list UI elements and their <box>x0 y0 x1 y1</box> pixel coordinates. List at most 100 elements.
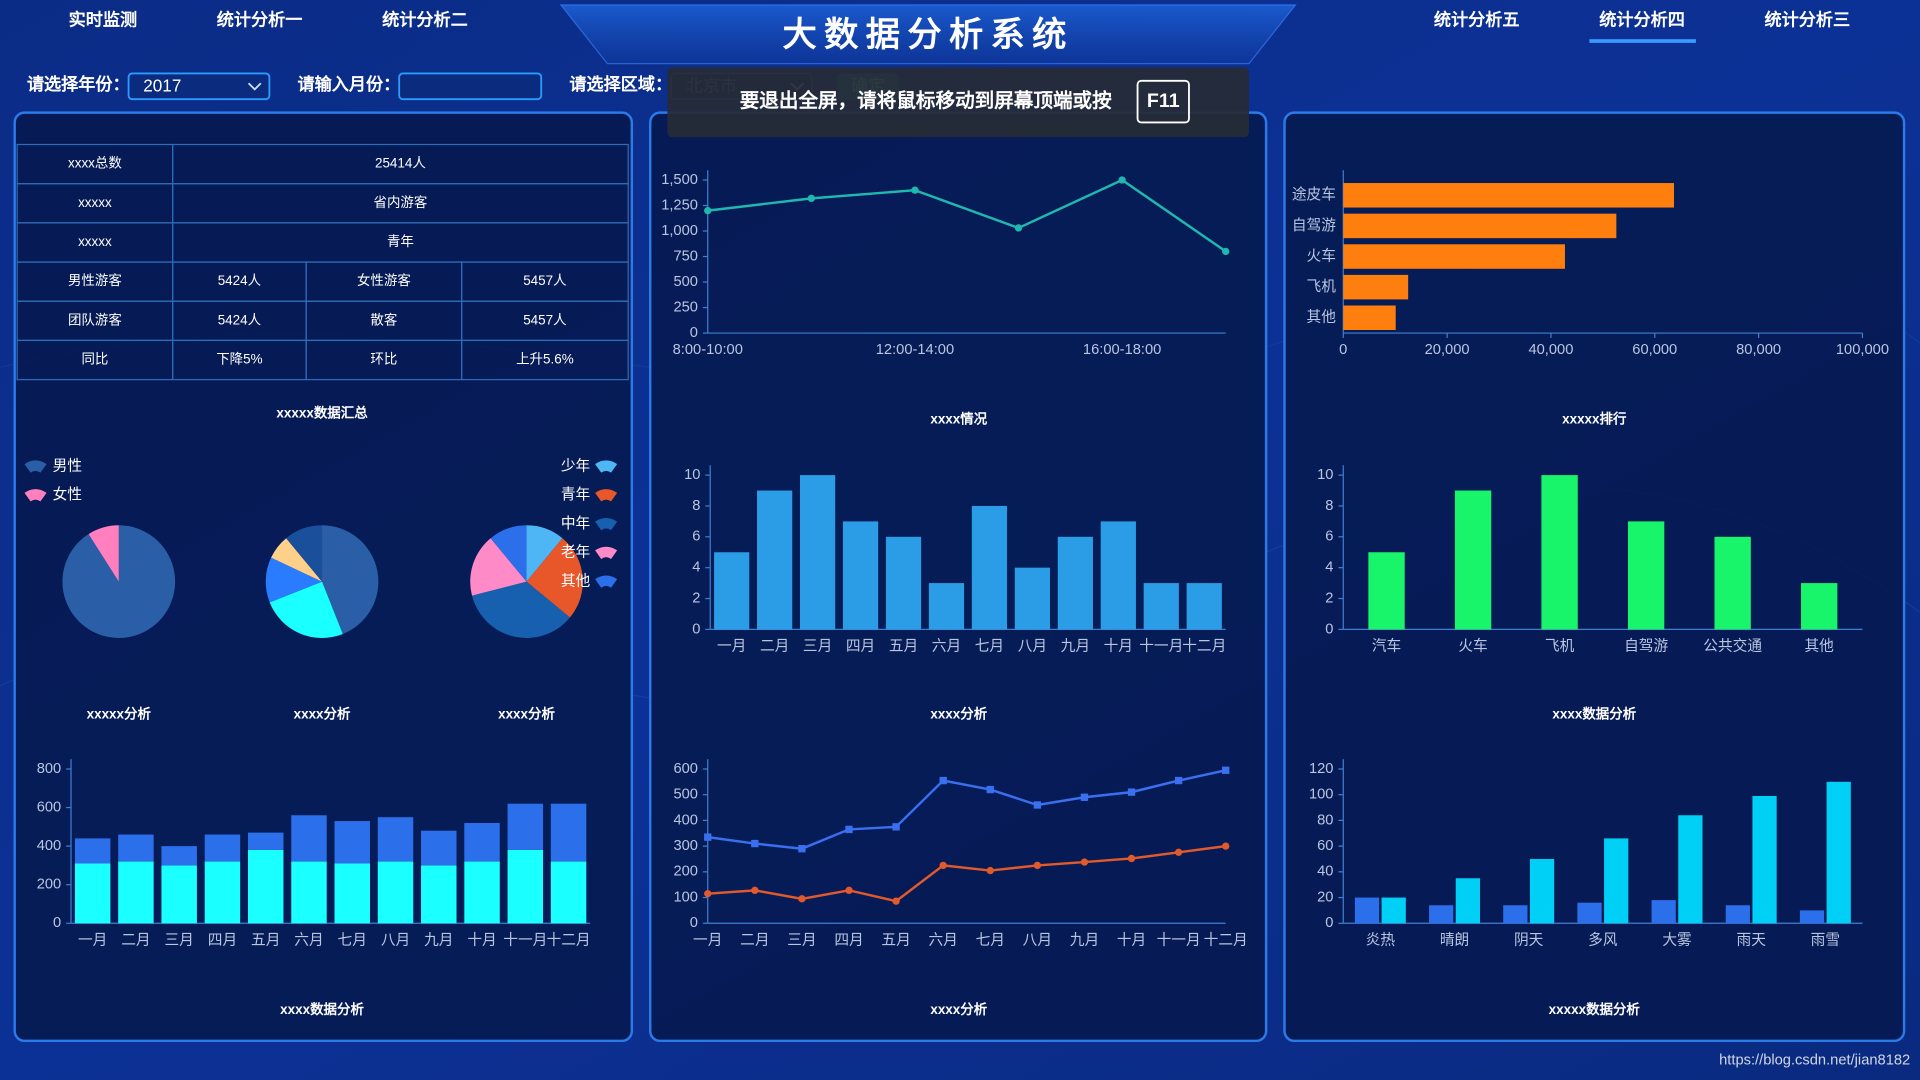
bar <box>1799 910 1825 924</box>
x-tick-label: 三月 <box>803 638 832 654</box>
y-tick-label: 0 <box>1325 621 1333 637</box>
line-marker <box>1127 854 1136 863</box>
bar <box>757 490 793 630</box>
bar <box>334 863 370 924</box>
x-tick-label: 四月 <box>208 932 237 948</box>
table-cell-text: 5457人 <box>523 273 566 288</box>
x-tick-label: 七月 <box>975 637 1004 654</box>
x-tick-label: 自驾游 <box>1624 637 1668 654</box>
bar <box>1714 536 1751 630</box>
bar <box>550 861 587 924</box>
legend-label: 老年 <box>561 544 591 561</box>
pie-slice <box>269 581 343 638</box>
nav-item[interactable]: 实时监测 <box>69 9 138 29</box>
y-tick-label: 20 <box>1317 889 1333 905</box>
y-tick-label: 0 <box>692 621 700 637</box>
x-tick-label: 火车 <box>1458 637 1487 654</box>
line-series <box>707 844 1226 903</box>
y-tick-label: 0 <box>690 325 698 341</box>
x-tick-label: 100,000 <box>1836 342 1889 358</box>
x-tick-label: 十二月 <box>547 931 591 948</box>
bar <box>1429 905 1454 924</box>
x-tick-label: 二月 <box>760 638 789 654</box>
y-tick-label: 火车 <box>1307 247 1336 264</box>
bar <box>204 834 241 862</box>
table-cell-text: 5424人 <box>218 312 261 327</box>
bar <box>1354 897 1380 924</box>
y-tick-label: 2 <box>1325 590 1333 606</box>
nav-item[interactable]: 统计分析三 <box>1765 9 1851 29</box>
line-marker <box>1127 788 1136 796</box>
bar <box>1826 781 1851 924</box>
y-tick-label: 100 <box>673 889 698 905</box>
y-tick-label: 400 <box>673 812 698 828</box>
table-cell-text: 5457人 <box>523 312 566 327</box>
bar <box>334 821 370 864</box>
x-tick-label: 八月 <box>1023 932 1052 948</box>
filter-label: 请输入月份： <box>298 74 401 94</box>
line-marker <box>1222 247 1230 256</box>
text-input[interactable] <box>398 72 543 101</box>
y-tick-label: 80 <box>1317 812 1333 828</box>
legend-label: 中年 <box>561 515 591 532</box>
bar <box>1143 583 1179 630</box>
x-tick-label: 五月 <box>251 932 280 948</box>
legend-label: 女性 <box>53 485 82 503</box>
x-tick-label: 一月 <box>693 932 722 948</box>
x-tick-label: 其他 <box>1804 637 1834 654</box>
x-tick-label: 汽车 <box>1372 637 1401 654</box>
line-marker <box>1118 176 1126 184</box>
y-tick-label: 400 <box>37 838 62 854</box>
bar <box>1541 475 1578 630</box>
x-tick-label: 十二月 <box>1204 931 1248 948</box>
y-tick-label: 4 <box>1325 560 1333 576</box>
table-cell-text: 女性游客 <box>357 272 411 288</box>
line-series <box>707 178 1227 253</box>
table-cell <box>461 339 629 381</box>
legend-icon <box>595 489 618 502</box>
nav-item[interactable]: 统计分析四 <box>1599 9 1685 29</box>
bar <box>1014 567 1051 630</box>
line-marker <box>704 890 712 898</box>
y-tick-label: 2 <box>692 590 700 606</box>
y-tick-label: 飞机 <box>1307 278 1337 295</box>
bar <box>550 803 587 862</box>
legend-label: 青年 <box>561 486 591 503</box>
bar <box>971 505 1008 630</box>
line-marker <box>1033 861 1042 870</box>
y-tick-label: 200 <box>673 864 698 880</box>
x-tick-label: 十一月 <box>1157 931 1201 948</box>
select-box[interactable] <box>127 72 271 101</box>
bar <box>1678 815 1703 924</box>
nav-item[interactable]: 统计分析一 <box>217 9 303 29</box>
x-tick-label: 九月 <box>424 931 453 948</box>
line-marker <box>986 785 994 794</box>
y-tick-label: 300 <box>673 838 698 854</box>
line-marker <box>939 776 947 785</box>
pie-slice <box>526 538 583 618</box>
line-marker <box>807 194 816 203</box>
y-tick-label: 10 <box>1317 467 1333 483</box>
x-tick-label: 80,000 <box>1736 342 1781 358</box>
chart-title: xxxxx分析 <box>87 706 152 722</box>
bar <box>1503 905 1528 924</box>
pie-slice <box>470 538 527 596</box>
x-tick-label: 六月 <box>294 931 323 948</box>
line-marker <box>892 897 900 905</box>
x-tick-label: 十月 <box>1117 931 1146 948</box>
x-tick-label: 十月 <box>467 931 496 948</box>
nav-item[interactable]: 统计分析二 <box>382 9 468 29</box>
chart-title: xxxx数据分析 <box>1552 706 1636 722</box>
nav-item[interactable]: 统计分析五 <box>1434 9 1520 29</box>
y-tick-label: 0 <box>1325 915 1333 931</box>
x-tick-label: 三月 <box>164 932 193 948</box>
bar <box>1343 305 1396 330</box>
line-marker <box>1033 801 1042 809</box>
table-cell-text: 散客 <box>370 311 397 327</box>
y-tick-label: 8 <box>692 498 700 514</box>
table-cell-text: 青年 <box>387 234 414 249</box>
x-tick-label: 一月 <box>78 932 107 948</box>
toast-key: F11 <box>1147 90 1180 112</box>
line-marker <box>704 833 712 841</box>
